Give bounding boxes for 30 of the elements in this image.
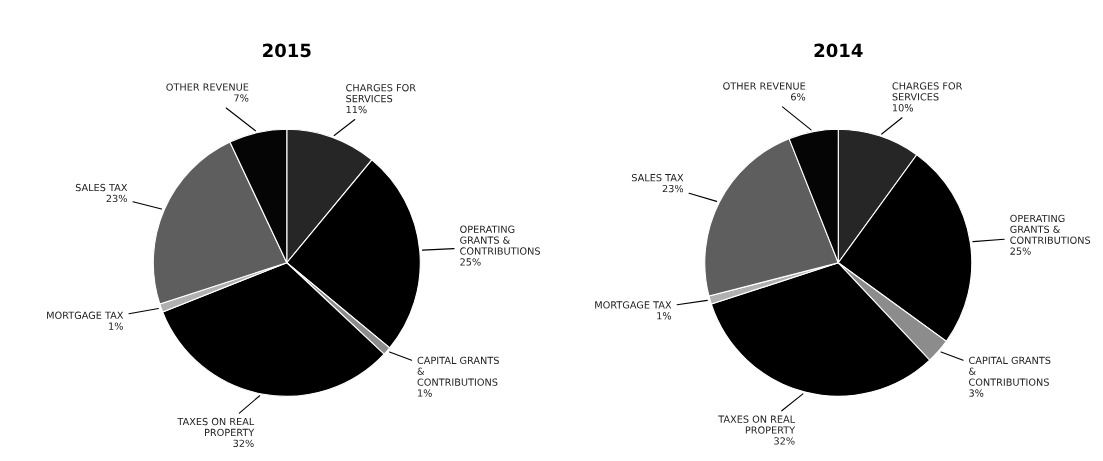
slice-label: OTHER REVENUE: [723, 82, 806, 90]
slice-label: MORTGAGE TAX: [47, 311, 124, 319]
data-label: 32%: [774, 437, 795, 445]
slice-label: CAPITAL GRANTS & CONTRIBUTIONS: [969, 356, 1051, 386]
slice-label: TAXES ON REAL PROPERTY: [177, 417, 255, 437]
data-label: 6%: [791, 93, 806, 101]
slice-label: CHARGES FOR SERVICES: [346, 84, 416, 103]
data-label: 7%: [234, 94, 249, 102]
data-label: 25%: [1010, 247, 1031, 255]
slice-label: SALES TAX: [75, 183, 128, 192]
slice-label: OTHER REVENUE: [166, 83, 249, 91]
slice-label: CHARGES FOR SERVICES: [892, 82, 963, 101]
slice-label: TAXES ON REAL PROPERTY: [718, 415, 796, 434]
slice-label: CAPITAL GRANTS & CONTRIBUTIONS: [417, 356, 499, 386]
data-label: 1%: [418, 389, 432, 397]
data-label: 1%: [657, 312, 672, 320]
data-label: 10%: [892, 104, 913, 112]
data-label: 11%: [346, 105, 367, 114]
chart-title: 2014: [814, 43, 863, 58]
data-label: 32%: [233, 439, 254, 447]
data-label: 23%: [106, 194, 127, 203]
slice-label: OPERATING GRANTS & CONTRIBUTIONS: [460, 225, 541, 255]
chart-title: 2015: [263, 43, 311, 58]
slice-label: MORTGAGE TAX: [595, 301, 672, 309]
data-label: 25%: [460, 258, 481, 266]
slice-label: OPERATING GRANTS & CONTRIBUTIONS: [1010, 214, 1091, 244]
data-label: 3%: [969, 389, 984, 397]
slice-label: SALES TAX: [631, 173, 684, 182]
data-label: 1%: [109, 322, 123, 330]
data-label: 23%: [662, 184, 684, 193]
